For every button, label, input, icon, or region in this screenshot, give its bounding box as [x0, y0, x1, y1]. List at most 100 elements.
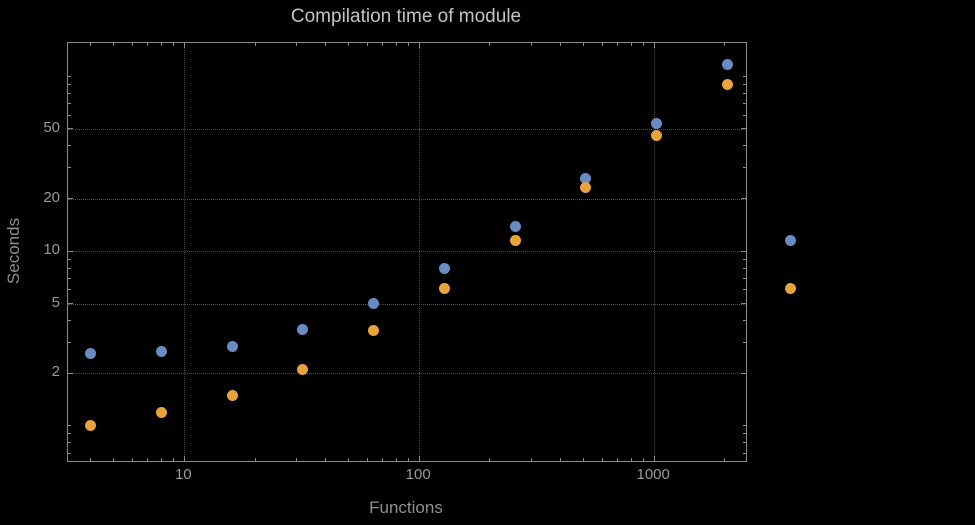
tick-mark: [743, 114, 746, 116]
y-tick-label: 5: [51, 293, 60, 311]
tick-mark: [68, 277, 71, 279]
tick-mark: [254, 458, 256, 461]
gridline-horizontal: [68, 373, 746, 375]
data-point-series-2: [651, 129, 663, 141]
data-point-series-1: [509, 221, 521, 233]
data-point-series-1: [438, 262, 450, 274]
data-point-series-2: [226, 389, 238, 401]
tick-mark: [743, 75, 746, 77]
tick-mark: [295, 458, 297, 461]
tick-mark: [724, 43, 726, 46]
tick-mark: [68, 452, 71, 454]
tick-mark: [741, 372, 746, 374]
data-point-series-2: [368, 325, 380, 337]
gridline-horizontal: [68, 198, 746, 200]
data-point-series-1: [368, 298, 380, 310]
tick-mark: [68, 83, 71, 85]
tick-mark: [382, 458, 384, 461]
tick-mark: [743, 167, 746, 169]
tick-mark: [68, 320, 71, 322]
tick-mark: [173, 458, 174, 461]
tick-mark: [113, 458, 114, 461]
tick-mark: [68, 114, 71, 116]
tick-mark: [418, 456, 420, 461]
tick-mark: [147, 458, 149, 461]
data-point-series-2: [438, 283, 450, 295]
tick-mark: [68, 303, 73, 305]
tick-mark: [530, 43, 532, 46]
data-point-series-1: [297, 324, 309, 336]
tick-mark: [743, 320, 746, 322]
x-tick-label: 10: [174, 466, 192, 483]
tick-mark: [418, 43, 420, 48]
x-tick-label: 100: [405, 466, 431, 483]
tick-mark: [743, 92, 746, 94]
tick-mark: [601, 458, 603, 461]
tick-mark: [131, 43, 133, 46]
tick-mark: [90, 43, 92, 46]
data-point-series-1: [651, 117, 663, 129]
gridline-horizontal: [68, 303, 746, 305]
tick-mark: [68, 258, 71, 260]
tick-mark: [653, 43, 655, 48]
tick-mark: [743, 452, 746, 454]
tick-mark: [325, 458, 327, 461]
gridline-horizontal: [68, 128, 746, 130]
data-point-series-2: [721, 78, 733, 90]
tick-mark: [489, 43, 491, 46]
y-tick-label: 2: [51, 363, 60, 381]
tick-mark: [254, 43, 256, 46]
y-axis-label: Seconds: [4, 217, 23, 285]
tick-mark: [68, 167, 71, 169]
tick-mark: [147, 43, 149, 46]
gridline-horizontal: [68, 251, 746, 253]
tick-mark: [366, 458, 368, 461]
tick-mark: [408, 458, 409, 461]
tick-mark: [743, 342, 746, 343]
tick-mark: [173, 43, 174, 46]
tick-mark: [183, 43, 185, 48]
tick-mark: [366, 43, 368, 46]
tick-mark: [530, 458, 532, 461]
tick-mark: [348, 458, 349, 461]
tick-mark: [68, 289, 71, 291]
chart-title: Compilation time of module: [290, 6, 522, 27]
tick-mark: [68, 128, 73, 130]
tick-mark: [68, 102, 71, 104]
tick-mark: [743, 425, 746, 427]
tick-mark: [560, 458, 562, 461]
data-point-series-2: [85, 420, 97, 432]
data-point-series-2: [156, 406, 167, 418]
tick-mark: [68, 442, 71, 444]
tick-mark: [489, 458, 491, 461]
tick-mark: [743, 433, 746, 435]
tick-mark: [743, 267, 746, 269]
tick-mark: [68, 433, 71, 435]
y-tick-label: 10: [43, 241, 60, 259]
tick-mark: [617, 43, 619, 46]
tick-mark: [743, 102, 746, 104]
plot-area: [67, 42, 747, 462]
tick-mark: [68, 372, 73, 374]
tick-mark: [68, 198, 73, 199]
tick-mark: [183, 456, 185, 461]
tick-mark: [295, 43, 297, 46]
tick-mark: [395, 458, 397, 461]
data-point-series-1: [721, 58, 733, 70]
tick-mark: [741, 128, 746, 130]
tick-mark: [743, 442, 746, 444]
tick-mark: [743, 145, 746, 147]
tick-mark: [560, 43, 562, 46]
data-point-series-1: [156, 346, 167, 358]
tick-mark: [382, 43, 384, 46]
legend-marker-series-1: [785, 235, 796, 246]
tick-mark: [741, 250, 746, 252]
tick-mark: [741, 303, 746, 305]
tick-mark: [743, 289, 746, 291]
tick-mark: [90, 458, 92, 461]
tick-mark: [161, 458, 162, 461]
x-tick-label: 1000: [636, 466, 670, 483]
legend-marker-series-2: [785, 283, 796, 294]
tick-mark: [348, 43, 349, 46]
